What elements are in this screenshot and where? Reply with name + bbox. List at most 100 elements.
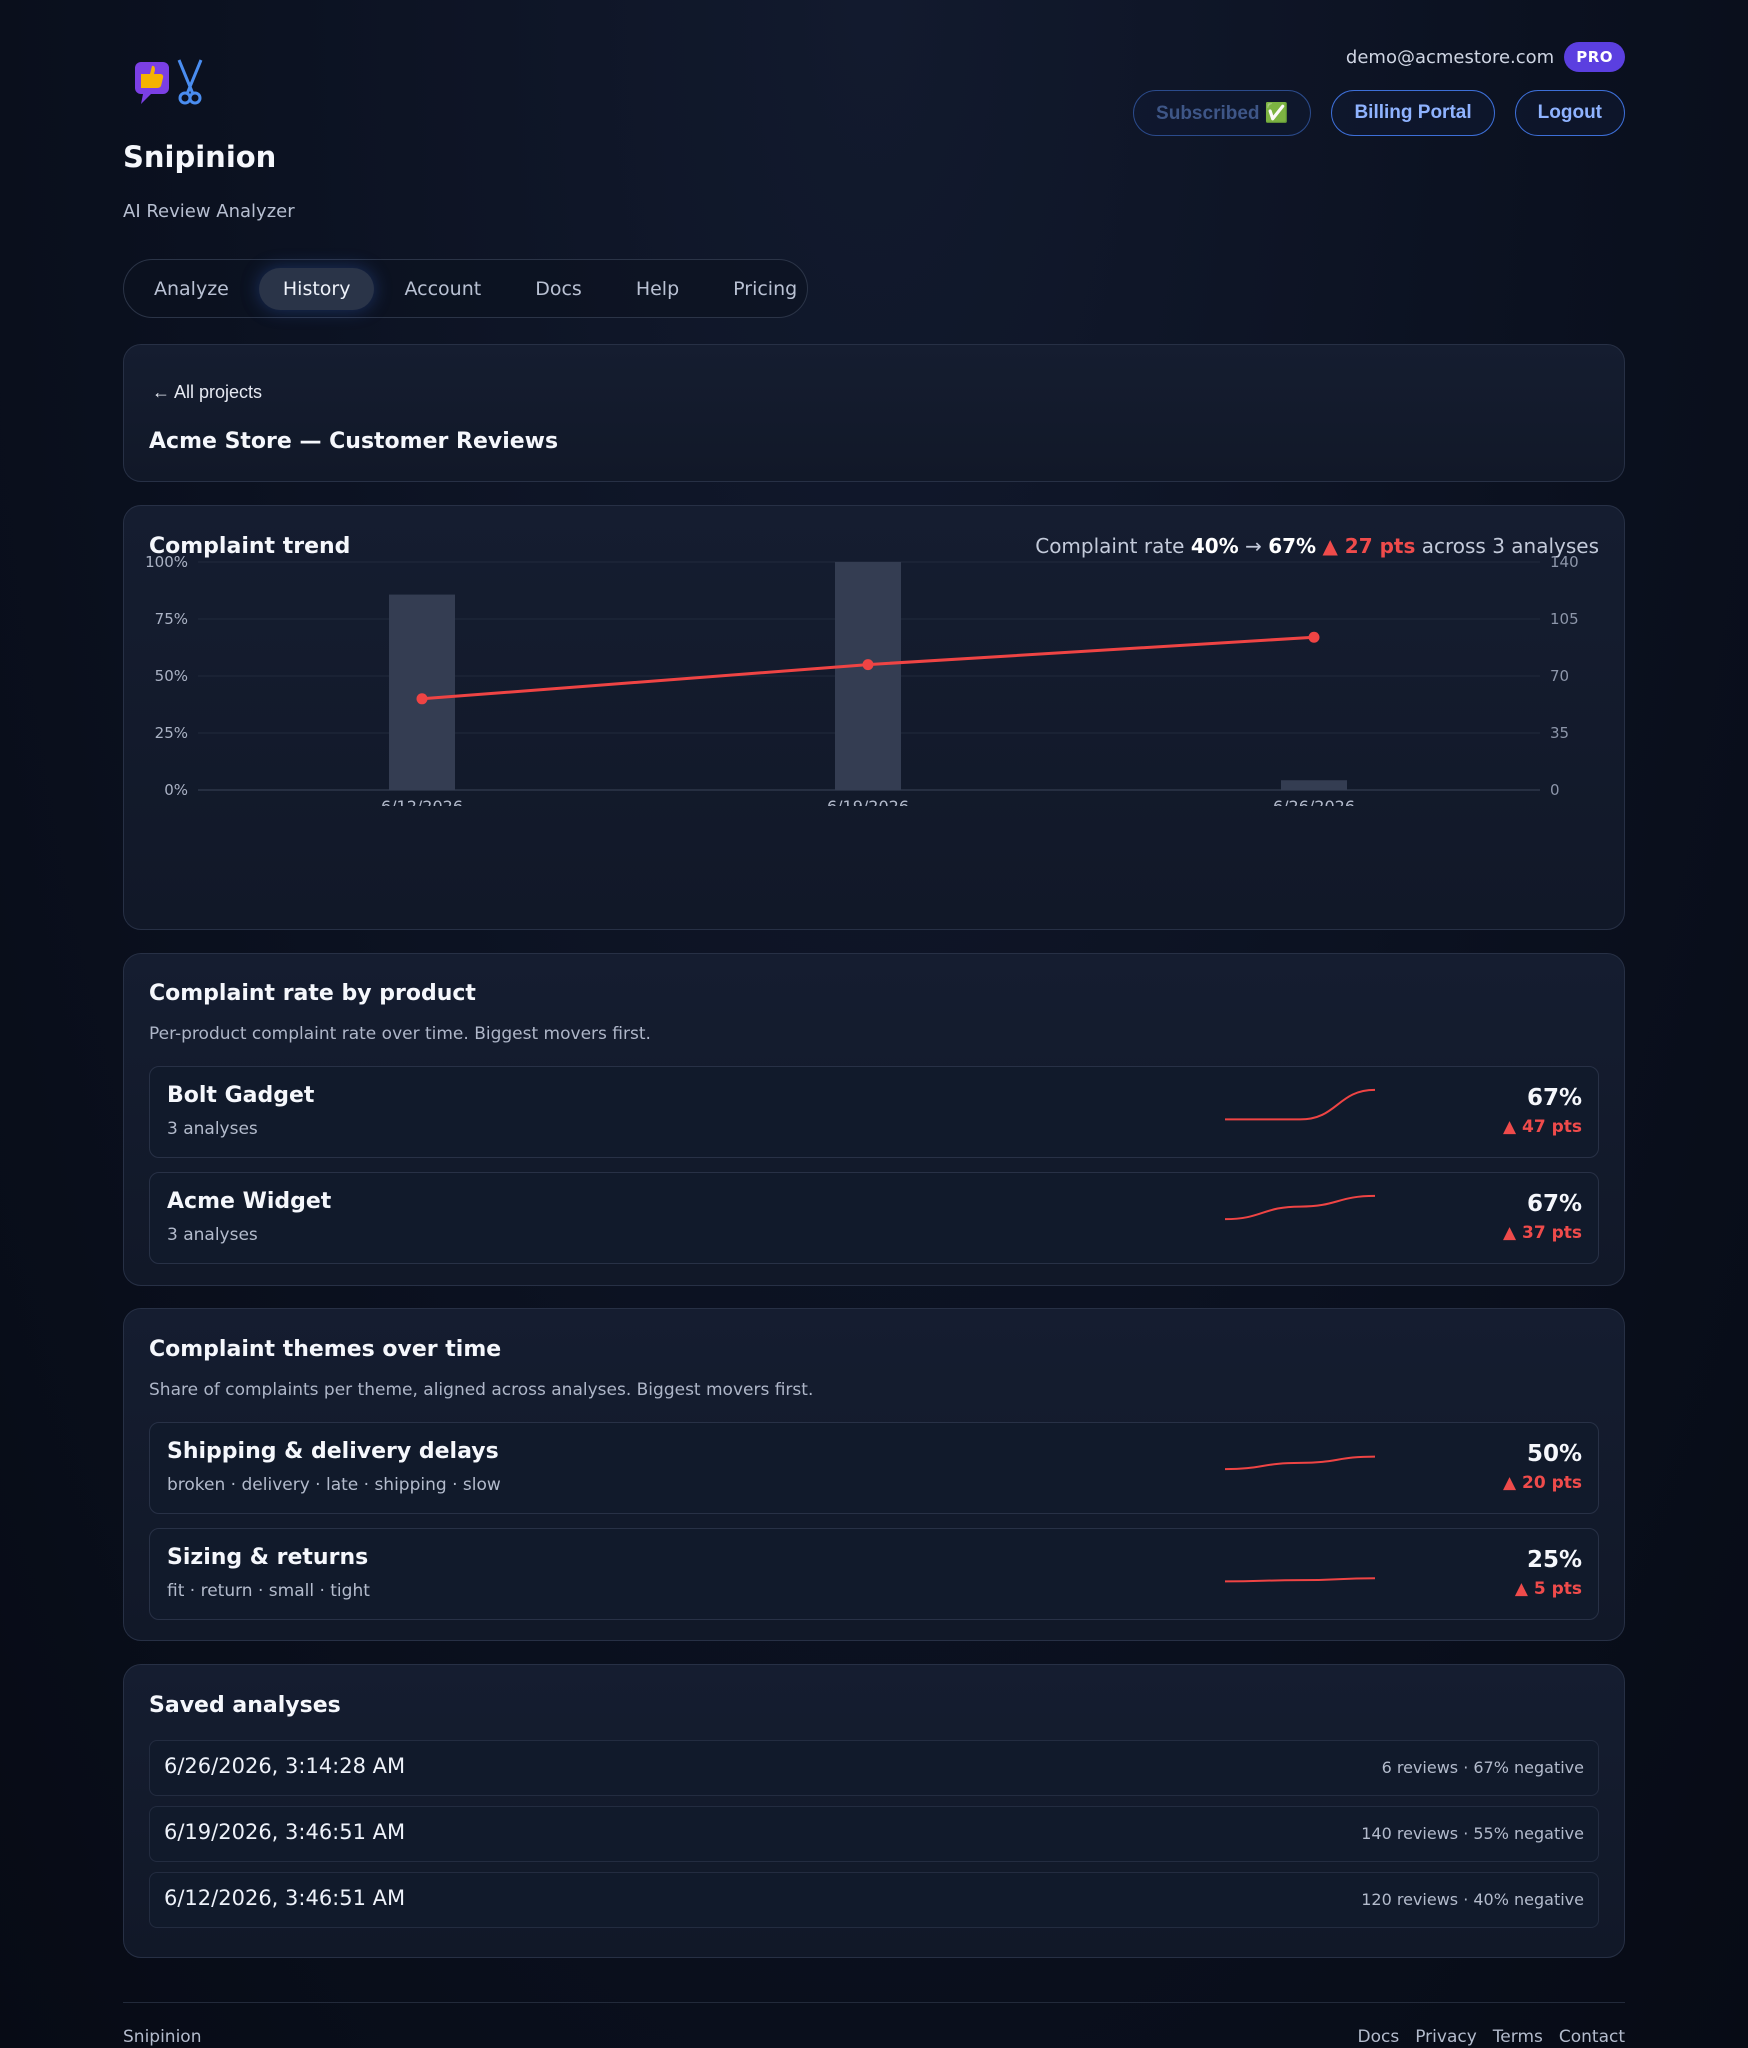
theme-name: Shipping & delivery delays xyxy=(167,1439,499,1464)
product-rate-desc: Per-product complaint rate over time. Bi… xyxy=(149,1024,651,1044)
x-axis-label: 6/26/2026 xyxy=(1273,797,1355,806)
rate-change: ▲ 27 pts xyxy=(1322,534,1416,558)
footer-link-terms[interactable]: Terms xyxy=(1492,2027,1543,2047)
theme-sparkline xyxy=(1224,1577,1376,1583)
product-delta: ▲ 47 pts xyxy=(1503,1117,1582,1137)
product-name: Bolt Gadget xyxy=(167,1083,315,1108)
left-axis-tick: 50% xyxy=(155,667,188,685)
review-count-bar xyxy=(1281,780,1347,790)
left-axis-tick: 100% xyxy=(145,553,188,571)
right-axis-tick: 0 xyxy=(1550,781,1560,799)
project-title: Acme Store — Customer Reviews xyxy=(149,429,559,454)
complaint-rate-point xyxy=(1308,631,1320,643)
complaint-rate-point xyxy=(416,693,428,705)
summary-suffix: across 3 analyses xyxy=(1421,534,1599,558)
user-info: demo@acmestore.com PRO xyxy=(1346,42,1625,72)
right-axis-tick: 70 xyxy=(1550,667,1569,685)
app-tagline: AI Review Analyzer xyxy=(123,201,295,222)
theme-row[interactable]: Sizing & returns fit · return · small · … xyxy=(149,1528,1599,1620)
themes-card: Complaint themes over time Share of comp… xyxy=(123,1308,1625,1641)
product-sparkline xyxy=(1224,1194,1376,1221)
left-axis-tick: 75% xyxy=(155,610,188,628)
complaint-trend-summary: Complaint rate 40% → 67% ▲ 27 pts across… xyxy=(1035,534,1599,558)
arrow-icon: → xyxy=(1245,534,1262,558)
product-sub: 3 analyses xyxy=(167,1225,258,1245)
footer-link-privacy[interactable]: Privacy xyxy=(1415,2027,1477,2047)
theme-delta: ▲ 20 pts xyxy=(1503,1473,1582,1493)
theme-keywords: fit · return · small · tight xyxy=(167,1581,370,1601)
rate-to: 67% xyxy=(1268,534,1317,558)
summary-prefix: Complaint rate xyxy=(1035,534,1185,558)
user-email: demo@acmestore.com xyxy=(1345,46,1555,68)
theme-row[interactable]: Shipping & delivery delays broken · deli… xyxy=(149,1422,1599,1514)
saved-analysis-row[interactable]: 6/19/2026, 3:46:51 AM 140 reviews · 55% … xyxy=(149,1806,1599,1862)
saved-analysis-date: 6/19/2026, 3:46:51 AM xyxy=(164,1820,406,1844)
product-name: Acme Widget xyxy=(167,1189,332,1214)
right-axis-tick: 140 xyxy=(1550,553,1579,571)
footer-link-contact[interactable]: Contact xyxy=(1558,2027,1625,2047)
tab-pricing[interactable]: Pricing xyxy=(733,277,798,300)
product-pct: 67% xyxy=(1526,1191,1582,1217)
footer-links: Docs Privacy Terms Contact xyxy=(1358,2027,1625,2047)
themes-desc: Share of complaints per theme, aligned a… xyxy=(149,1380,814,1400)
tab-analyze[interactable]: Analyze xyxy=(154,277,229,300)
footer-divider xyxy=(123,2002,1625,2003)
product-sparkline xyxy=(1225,1088,1376,1121)
left-axis-tick: 0% xyxy=(164,781,188,799)
footer-brand: Snipinion xyxy=(123,2027,202,2047)
product-row[interactable]: Bolt Gadget 3 analyses 67% ▲ 47 pts xyxy=(149,1066,1599,1158)
tab-help[interactable]: Help xyxy=(635,277,680,300)
footer-link-docs[interactable]: Docs xyxy=(1357,2027,1400,2047)
product-pct: 67% xyxy=(1526,1085,1582,1111)
theme-delta: ▲ 5 pts xyxy=(1514,1579,1582,1599)
sparkline-path xyxy=(1224,1455,1376,1471)
review-count-bar xyxy=(389,594,455,790)
product-rate-card: Complaint rate by product Per-product co… xyxy=(123,953,1625,1286)
saved-analysis-date: 6/26/2026, 3:14:28 AM xyxy=(164,1754,406,1778)
saved-analysis-meta: 120 reviews · 40% negative xyxy=(1361,1890,1584,1909)
themes-title: Complaint themes over time xyxy=(149,1337,502,1362)
left-axis-tick: 25% xyxy=(155,724,188,742)
right-axis-tick: 35 xyxy=(1550,724,1569,742)
saved-analysis-meta: 140 reviews · 55% negative xyxy=(1361,1824,1584,1843)
saved-analyses-title: Saved analyses xyxy=(149,1693,341,1718)
app-name: Snipinion xyxy=(123,140,277,174)
saved-analysis-date: 6/12/2026, 3:46:51 AM xyxy=(164,1886,406,1910)
saved-analysis-row[interactable]: 6/26/2026, 3:14:28 AM 6 reviews · 67% ne… xyxy=(149,1740,1599,1796)
app-logo xyxy=(135,59,203,105)
subscribed-button[interactable]: Subscribed ✅ xyxy=(1133,90,1312,136)
sparkline-path xyxy=(1225,1088,1376,1121)
sparkline-path xyxy=(1224,1577,1376,1583)
rate-from: 40% xyxy=(1190,534,1239,558)
review-count-bar xyxy=(835,562,901,790)
plan-badge: PRO xyxy=(1564,42,1625,72)
saved-analyses-card: Saved analyses 6/26/2026, 3:14:28 AM 6 r… xyxy=(123,1664,1625,1958)
sparkline-path xyxy=(1224,1194,1376,1221)
project-card: ← All projects Acme Store — Customer Rev… xyxy=(123,344,1625,482)
logout-button[interactable]: Logout xyxy=(1514,90,1625,136)
complaint-trend-card: Complaint trend Complaint rate 40% → 67%… xyxy=(123,505,1625,930)
x-axis-label: 6/19/2026 xyxy=(827,797,909,806)
tab-history[interactable]: History xyxy=(258,267,375,310)
product-rate-title: Complaint rate by product xyxy=(149,981,476,1006)
theme-sparkline xyxy=(1224,1455,1376,1471)
saved-analysis-meta: 6 reviews · 67% negative xyxy=(1381,1758,1584,1777)
product-sub: 3 analyses xyxy=(167,1119,258,1139)
complaint-rate-point xyxy=(862,659,874,671)
theme-name: Sizing & returns xyxy=(167,1545,369,1570)
complaint-trend-chart: 100% 140 75% 105 50% 70 25% 35 0% 0 6/12/2026 6/19/… xyxy=(145,553,1579,806)
theme-keywords: broken · delivery · late · shipping · sl… xyxy=(167,1475,501,1495)
x-axis-label: 6/12/2026 xyxy=(381,797,463,806)
product-delta: ▲ 37 pts xyxy=(1503,1223,1582,1243)
tab-account[interactable]: Account xyxy=(404,277,482,300)
header-actions: Subscribed ✅ Billing Portal Logout xyxy=(1133,90,1625,136)
theme-pct: 25% xyxy=(1526,1547,1582,1573)
main-tabs: Analyze History Account Docs Help Pricin… xyxy=(123,259,808,318)
back-to-projects-link[interactable]: ← All projects xyxy=(152,382,263,402)
complaint-trend-title: Complaint trend xyxy=(149,534,351,559)
saved-analysis-row[interactable]: 6/12/2026, 3:46:51 AM 120 reviews · 40% … xyxy=(149,1872,1599,1928)
billing-portal-button[interactable]: Billing Portal xyxy=(1331,90,1495,136)
theme-pct: 50% xyxy=(1526,1441,1582,1467)
tab-docs[interactable]: Docs xyxy=(535,277,582,300)
product-row[interactable]: Acme Widget 3 analyses 67% ▲ 37 pts xyxy=(149,1172,1599,1264)
